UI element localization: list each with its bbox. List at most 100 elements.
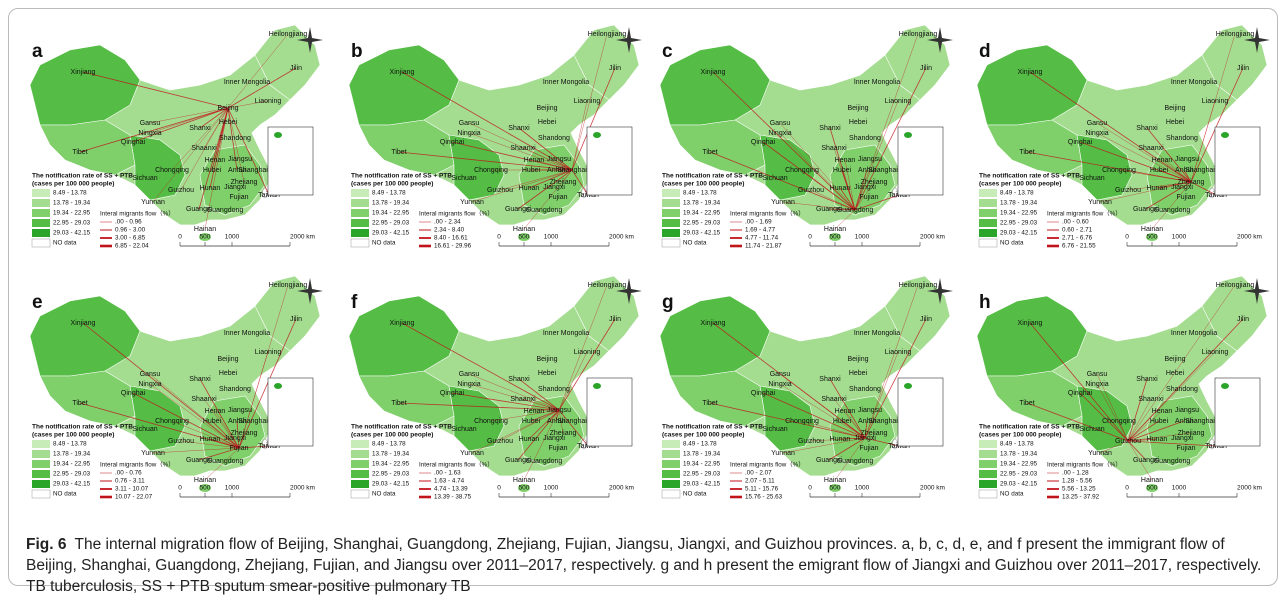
legend-title: The notification rate of SS + PTB [351, 424, 452, 431]
flow-legend-label: 16.61 - 29.96 [434, 243, 472, 250]
province-label: Chongqing [785, 418, 819, 425]
flow-legend-label: .00 - 2.34 [434, 219, 461, 226]
province-label: Heilongjiang [269, 282, 308, 289]
flow-legend-label: 11.74 - 21.87 [745, 243, 782, 250]
province-label: Jiangsu [1175, 156, 1199, 163]
province-label: Guizhou [798, 438, 824, 445]
province-label: Qinghai [1068, 390, 1093, 397]
flow-legend-label: 0.96 - 3.00 [115, 227, 146, 234]
flow-legend-label: 4.74 - 13.39 [434, 486, 468, 493]
legend-label: 8.49 - 13.78 [372, 190, 406, 197]
legend-swatch [32, 199, 50, 207]
scale-label: 500 [519, 485, 530, 492]
flow-legend-title: Interal migrants flow（%） [1047, 211, 1122, 218]
inset-island [904, 383, 912, 389]
legend-swatch [351, 440, 369, 448]
inset-map [1215, 127, 1260, 195]
province-label: Hunan [1147, 185, 1168, 192]
province-label: Xinjiang [1018, 69, 1043, 76]
inset-map [898, 127, 943, 195]
flow-legend-label: 3.00 - 6.85 [115, 235, 146, 242]
province-label: Jiangxi [543, 435, 565, 442]
province-label: Henan [524, 408, 545, 415]
legend-swatch [351, 189, 369, 197]
province-label: Yunnan [141, 450, 165, 457]
legend-swatch [32, 460, 50, 468]
legend-swatch [662, 189, 680, 197]
legend-swatch [662, 460, 680, 468]
province-label: Hainan [1141, 226, 1163, 233]
legend-swatch [979, 229, 997, 237]
scale-label: 0 [1125, 234, 1129, 241]
legend-swatch [662, 450, 680, 458]
legend-label: 22.95 - 29.03 [683, 471, 721, 478]
province-label: Hainan [1141, 477, 1163, 484]
province-label: Jiangsu [547, 156, 571, 163]
province-label: Tibet [1019, 400, 1034, 407]
province-label: Hubei [833, 167, 852, 174]
province-label: Guangdong [207, 458, 244, 465]
province-label: Inner Mongolia [1171, 79, 1217, 86]
province-label: Tibet [702, 400, 717, 407]
province-label: Hunan [519, 185, 540, 192]
province-label: Heilongjiang [269, 31, 308, 38]
legend-swatch [351, 490, 369, 498]
province-label: Shanxi [189, 125, 211, 132]
legend-swatch [662, 440, 680, 448]
province-label: Shanghai [868, 167, 898, 174]
province-label: Inner Mongolia [543, 330, 589, 337]
province-label: Guizhou [168, 438, 194, 445]
province-label: Shanxi [1136, 376, 1158, 383]
flow-legend-label: 13.25 - 37.92 [1062, 494, 1100, 501]
flow-legend-title: Interal migrants flow（%） [419, 462, 494, 469]
province-label: Jiangsu [228, 407, 252, 414]
province-label: Hebei [849, 119, 868, 126]
province-label: Sichuan [132, 426, 157, 433]
legend-label: 8.49 - 13.78 [683, 190, 717, 197]
legend-label: 29.03 - 42.15 [53, 481, 91, 488]
legend-label: 13.78 - 19.34 [53, 200, 91, 207]
province-label: Jiangxi [1171, 184, 1193, 191]
legend-label: 22.95 - 29.03 [372, 220, 410, 227]
panel-letter: a [32, 41, 43, 62]
province-label: Fujian [859, 445, 878, 452]
province-label: Shanxi [189, 376, 211, 383]
province-label: Hubei [203, 418, 222, 425]
flow-legend-label: 1.63 - 4.74 [434, 478, 465, 485]
province-label: Tibet [391, 149, 406, 156]
province-label: Liaoning [574, 98, 601, 105]
province-label: Hebei [219, 370, 238, 377]
panel-letter: g [662, 292, 674, 313]
province-label: Yunnan [141, 199, 165, 206]
inset-map [1215, 378, 1260, 446]
legend-swatch [32, 450, 50, 458]
province-label: Tibet [391, 400, 406, 407]
legend-title: (cases per 100 000 people) [32, 181, 114, 188]
province-label: Heilongjiang [899, 282, 938, 289]
province-label: Jilin [290, 65, 302, 72]
province-label: Shaanxi [191, 396, 217, 403]
legend-swatch [662, 239, 680, 247]
scale-label: 2000 km [920, 234, 945, 241]
province-label: Jiangsu [228, 156, 252, 163]
province-label: Chongqing [785, 167, 819, 174]
province-label: Heilongjiang [588, 31, 627, 38]
province-label: Ningxia [457, 381, 480, 388]
province-label: Chongqing [474, 418, 508, 425]
legend-label: 13.78 - 19.34 [53, 451, 91, 458]
scale-label: 1000 [855, 485, 870, 492]
legend-swatch [351, 480, 369, 488]
flow-legend-label: 2.07 - 5.11 [745, 478, 775, 485]
province-label: Hubei [1150, 167, 1169, 174]
province-label: Guangdong [1154, 458, 1191, 465]
province-label: Yunnan [1088, 199, 1112, 206]
province-label: Heilongjiang [1216, 282, 1255, 289]
legend-swatch [979, 219, 997, 227]
legend-label: 22.95 - 29.03 [1000, 471, 1038, 478]
province-label: Xinjiang [701, 69, 726, 76]
legend-label: NO data [683, 240, 707, 247]
province-label: Chongqing [155, 167, 189, 174]
legend-label: 19.34 - 22.95 [53, 461, 91, 468]
province-label: Jiangxi [854, 435, 876, 442]
province-label: Shaanxi [510, 396, 536, 403]
